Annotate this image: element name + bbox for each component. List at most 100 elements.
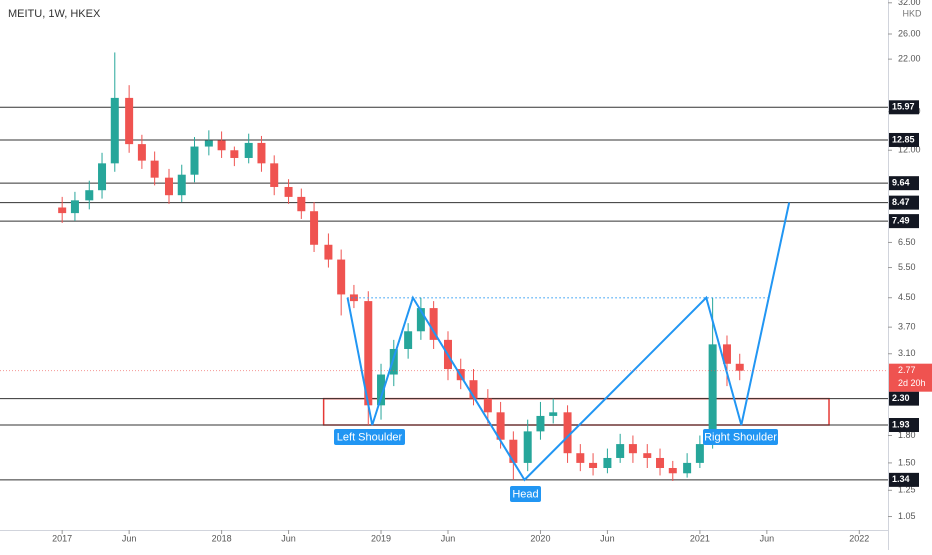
- candle-body: [310, 211, 319, 245]
- candle-body: [536, 415, 545, 432]
- candle-body: [125, 97, 134, 145]
- y-tick-label: 3.10: [898, 348, 916, 358]
- plot: [0, 52, 888, 482]
- candle-body: [509, 439, 518, 463]
- y-tick-label: 1.80: [898, 430, 916, 440]
- candle-body: [628, 444, 637, 454]
- pattern-line: [346, 202, 791, 482]
- candle-body: [324, 244, 333, 260]
- level-label-box: [889, 132, 919, 147]
- last-price-box: [889, 363, 932, 392]
- level-label-box: [889, 391, 919, 406]
- y-tick-label: 22.00: [898, 54, 921, 64]
- candle-body: [656, 457, 665, 468]
- candle-body: [404, 331, 413, 349]
- y-tick-label: 12.00: [898, 145, 921, 155]
- x-tick-label: 2018: [212, 533, 232, 543]
- candle-body: [722, 344, 731, 364]
- candle-body: [190, 146, 199, 175]
- y-tick-label: 3.70: [898, 322, 916, 332]
- candle-body: [389, 348, 398, 375]
- candle-body: [377, 374, 386, 406]
- annotation: Right Shoulder: [704, 431, 777, 443]
- candle-body: [496, 412, 505, 440]
- currency: HKD: [902, 8, 922, 18]
- candle-body: [98, 163, 107, 191]
- candle-body: [735, 363, 744, 371]
- candle-body: [668, 467, 677, 474]
- candle-body: [429, 308, 438, 340]
- candle-body: [58, 207, 67, 214]
- candle-body: [137, 144, 146, 161]
- candle-body: [230, 150, 239, 158]
- level-label-box: [889, 176, 919, 191]
- level-label-box: [889, 195, 919, 210]
- chart-title: MEITU, 1W, HKEX: [8, 8, 101, 20]
- candle-body: [244, 142, 253, 158]
- candle-body: [85, 190, 94, 201]
- level-label: 7.49: [892, 215, 910, 225]
- level-label: 9.64: [892, 178, 910, 188]
- annotation: Head: [512, 488, 538, 500]
- candle-body: [589, 462, 598, 468]
- x-tick-label: Jun: [760, 533, 775, 543]
- level-label: 15.97: [892, 102, 915, 112]
- y-tick-label: 4.50: [898, 292, 916, 302]
- candle-body: [549, 412, 558, 416]
- candle-body: [469, 380, 478, 399]
- candle-body: [204, 140, 213, 147]
- candle-body: [683, 462, 692, 474]
- x-tick-label: Jun: [281, 533, 296, 543]
- y-tick-label: 1.50: [898, 457, 916, 467]
- x-tick-label: Jun: [441, 533, 456, 543]
- level-label: 1.93: [892, 419, 910, 429]
- candle-body: [164, 177, 173, 196]
- x-tick-label: 2017: [52, 533, 72, 543]
- candle-body: [708, 344, 717, 445]
- candle-body: [563, 412, 572, 454]
- candle-body: [695, 444, 704, 463]
- candle-body: [643, 453, 652, 458]
- y-tick-label: 32.00: [898, 0, 921, 7]
- level-label: 2.30: [892, 393, 910, 403]
- level-label: 8.47: [892, 197, 910, 207]
- candle-body: [576, 453, 585, 463]
- candle-body: [337, 259, 346, 295]
- x-tick-label: 2020: [530, 533, 550, 543]
- annotation-box: [334, 429, 405, 445]
- candle-body: [349, 294, 358, 302]
- candle-body: [257, 142, 266, 164]
- x-tick-label: Jun: [122, 533, 137, 543]
- candle-body: [284, 186, 293, 197]
- y-tick-label: 5.50: [898, 262, 916, 272]
- annotation-box: [703, 429, 778, 445]
- candle-body: [297, 196, 306, 212]
- candle-body: [150, 160, 159, 178]
- x-tick-label: 2022: [849, 533, 869, 543]
- countdown: 2d 20h: [898, 378, 926, 388]
- annotation: Left Shoulder: [337, 431, 403, 443]
- candle-body: [483, 398, 492, 413]
- level-label: 12.85: [892, 134, 915, 144]
- candle-body: [217, 140, 226, 151]
- y-tick-label: 26.00: [898, 28, 921, 38]
- y-tick-label: 6.50: [898, 237, 916, 247]
- x-tick-label: 2019: [371, 533, 391, 543]
- level-label: 1.34: [892, 474, 910, 484]
- level-label-box: [889, 472, 919, 487]
- level-label-box: [889, 214, 919, 229]
- y-tick-label: 1.25: [898, 485, 916, 495]
- candle-body: [416, 308, 425, 332]
- candle-body: [177, 174, 186, 196]
- candle-body: [110, 97, 119, 164]
- candle-body: [603, 457, 612, 468]
- candle-body: [616, 444, 625, 458]
- last-price-label: 2.77: [898, 365, 916, 375]
- level-label-box: [889, 100, 919, 115]
- x-tick-label: 2021: [690, 533, 710, 543]
- y-tick-label: 1.05: [898, 511, 916, 521]
- candle-body: [523, 431, 532, 463]
- candle-body: [364, 301, 373, 406]
- annotation-box: [510, 486, 541, 502]
